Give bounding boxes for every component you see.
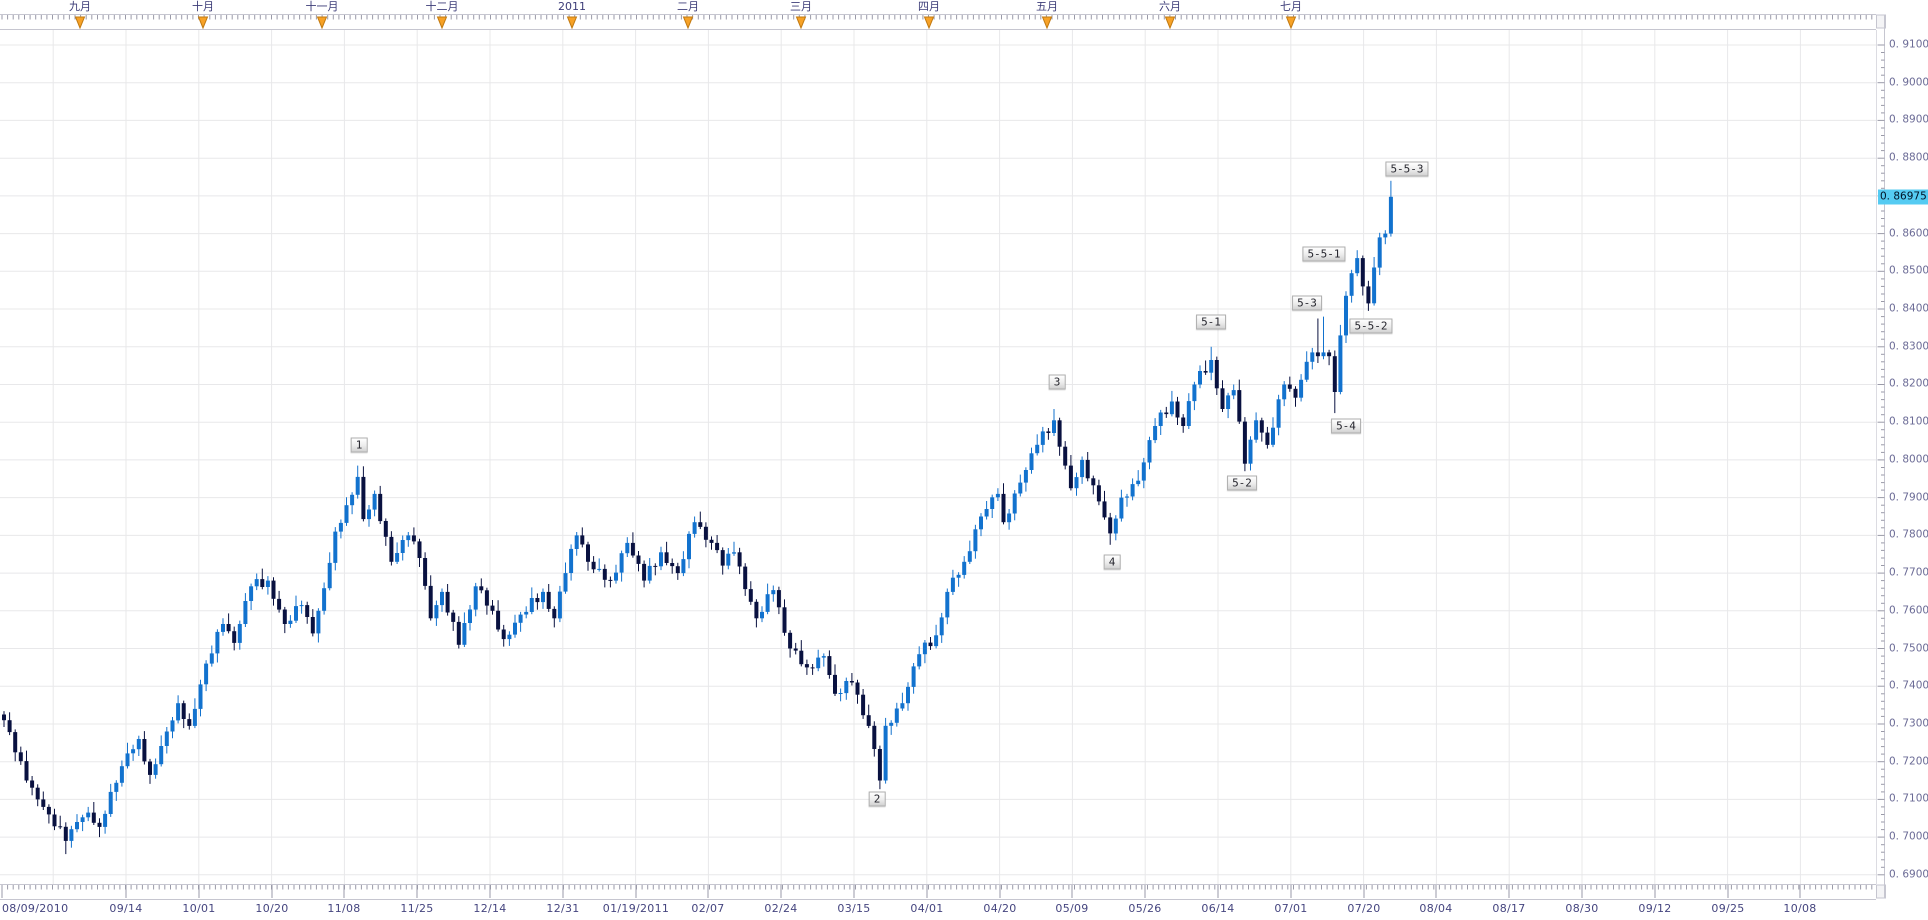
current-price-tag: 0. 86975 [1878, 189, 1928, 205]
date-label: 08/09/2010 [2, 902, 69, 915]
date-label: 10/01 [182, 902, 216, 915]
price-label: 0. 7800 [1889, 528, 1928, 541]
candles-layer [2, 180, 1393, 855]
price-label: 0. 8100 [1889, 415, 1928, 428]
month-label: 九月 [69, 0, 91, 13]
right-ruler [1876, 15, 1885, 898]
price-label: 0. 7300 [1889, 717, 1928, 730]
price-label: 0. 8800 [1889, 151, 1928, 164]
month-arrow-icon [566, 16, 578, 30]
month-arrow-icon [1041, 16, 1053, 30]
price-label: 0. 9000 [1889, 76, 1928, 89]
month-arrow-icon [74, 16, 86, 30]
month-arrow-icon [795, 16, 807, 30]
price-label: 0. 8400 [1889, 302, 1928, 315]
price-label: 0. 8300 [1889, 340, 1928, 353]
price-label: 0. 8900 [1889, 113, 1928, 126]
wave-label-5-5-1[interactable]: 5-5-1 [1302, 246, 1346, 262]
month-label: 二月 [677, 0, 699, 13]
wave-label-5-2[interactable]: 5-2 [1227, 475, 1257, 491]
month-arrow-icon [682, 16, 694, 30]
date-label: 09/25 [1711, 902, 1745, 915]
month-label: 四月 [918, 0, 940, 13]
date-label: 08/04 [1419, 902, 1453, 915]
date-label: 06/14 [1201, 902, 1235, 915]
date-label: 08/30 [1565, 902, 1599, 915]
date-label: 10/20 [255, 902, 289, 915]
month-label: 七月 [1280, 0, 1302, 13]
date-label: 03/15 [837, 902, 871, 915]
month-label: 2011 [558, 0, 586, 13]
month-arrow-icon [923, 16, 935, 30]
wave-label-5-5-3[interactable]: 5-5-3 [1385, 161, 1429, 177]
price-label: 0. 6900 [1889, 868, 1928, 881]
wave-label-1[interactable]: 1 [350, 437, 368, 453]
date-label: 09/14 [109, 902, 143, 915]
date-label: 12/14 [473, 902, 507, 915]
price-label: 0. 8200 [1889, 377, 1928, 390]
price-label: 0. 7100 [1889, 792, 1928, 805]
wave-label-5-5-2[interactable]: 5-5-2 [1349, 318, 1393, 334]
month-arrow-icon [436, 16, 448, 30]
price-label: 0. 7900 [1889, 491, 1928, 504]
date-label: 11/08 [327, 902, 361, 915]
date-label: 05/26 [1128, 902, 1162, 915]
date-label: 02/07 [691, 902, 725, 915]
month-arrow-icon [197, 16, 209, 30]
month-label: 五月 [1036, 0, 1058, 13]
price-label: 0. 7000 [1889, 830, 1928, 843]
wave-label-5-1[interactable]: 5-1 [1196, 314, 1226, 330]
date-label: 04/01 [910, 902, 944, 915]
price-label: 0. 7600 [1889, 604, 1928, 617]
date-label: 04/20 [983, 902, 1017, 915]
date-label: 11/25 [400, 902, 434, 915]
month-label: 六月 [1159, 0, 1181, 13]
month-label: 十一月 [305, 0, 339, 13]
price-label: 0. 8600 [1889, 227, 1928, 240]
wave-label-4[interactable]: 4 [1103, 554, 1121, 570]
date-label: 01/19/2011 [602, 902, 670, 915]
price-label: 0. 7200 [1889, 755, 1928, 768]
month-label: 三月 [790, 0, 812, 13]
date-label: 02/24 [764, 902, 798, 915]
month-arrow-icon [1164, 16, 1176, 30]
month-label: 十二月 [425, 0, 459, 13]
price-label: 0. 8500 [1889, 264, 1928, 277]
date-label: 09/12 [1638, 902, 1672, 915]
month-arrow-icon [316, 16, 328, 30]
date-label: 10/08 [1783, 902, 1817, 915]
date-label: 12/31 [546, 902, 580, 915]
month-arrows [74, 16, 1297, 30]
bottom-ruler [0, 884, 1886, 900]
wave-label-5-3[interactable]: 5-3 [1292, 295, 1322, 311]
wave-label-2[interactable]: 2 [868, 791, 886, 807]
top-ruler [0, 14, 1886, 30]
price-label: 0. 7500 [1889, 642, 1928, 655]
date-label: 05/09 [1055, 902, 1089, 915]
price-label: 0. 9100 [1889, 38, 1928, 51]
date-label: 07/01 [1274, 902, 1308, 915]
month-arrow-icon [1285, 16, 1297, 30]
wave-label-3[interactable]: 3 [1048, 374, 1066, 390]
price-label: 0. 8000 [1889, 453, 1928, 466]
month-label: 十月 [192, 0, 214, 13]
date-label: 07/20 [1347, 902, 1381, 915]
date-label: 08/17 [1492, 902, 1526, 915]
wave-label-5-4[interactable]: 5-4 [1331, 418, 1361, 434]
price-label: 0. 7400 [1889, 679, 1928, 692]
price-label: 0. 7700 [1889, 566, 1928, 579]
